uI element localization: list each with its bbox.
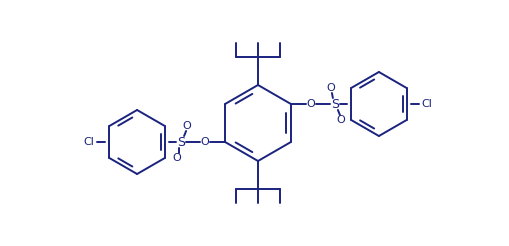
- Text: O: O: [183, 121, 191, 131]
- Text: O: O: [306, 99, 315, 109]
- Text: O: O: [336, 115, 345, 125]
- Text: Cl: Cl: [83, 137, 95, 147]
- Text: O: O: [327, 83, 335, 93]
- Text: Cl: Cl: [421, 99, 432, 109]
- Text: O: O: [173, 153, 182, 163]
- Text: S: S: [331, 97, 339, 110]
- Text: O: O: [201, 137, 210, 147]
- Text: S: S: [177, 136, 185, 149]
